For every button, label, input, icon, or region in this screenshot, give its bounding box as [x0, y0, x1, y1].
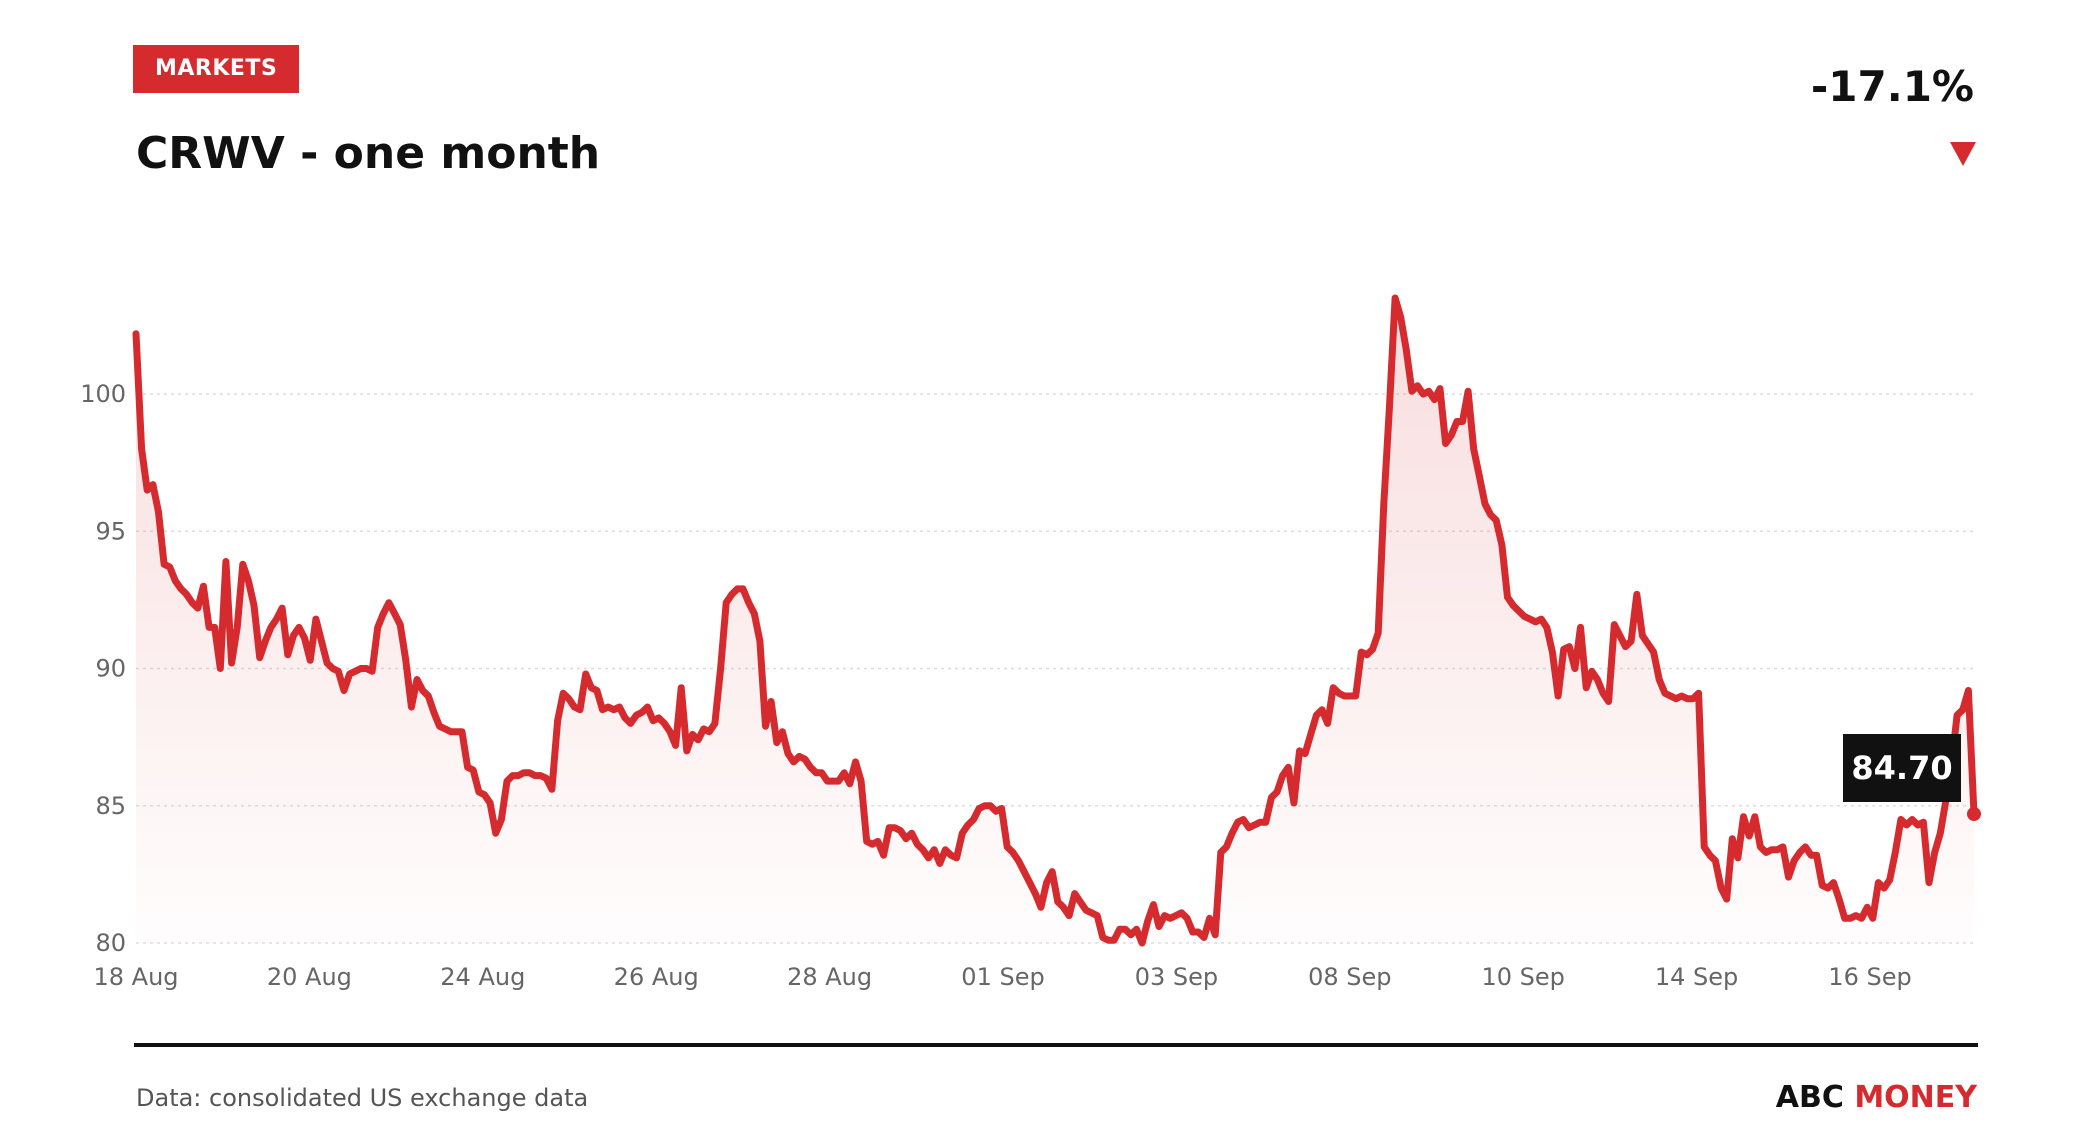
down-arrow-icon	[1950, 142, 1976, 166]
chart-title: CRWV - one month	[136, 128, 601, 179]
price-chart: 80 85 90 95 100 18 Aug 20 Aug 24 Aug 26 Aug 28 A…	[80, 294, 1981, 991]
brand-logo: ABC MONEY	[1776, 1080, 1977, 1115]
y-tick-label: 100	[80, 380, 126, 408]
brand-accent: MONEY	[1854, 1080, 1977, 1115]
x-axis: 18 Aug 20 Aug 24 Aug 26 Aug 28 Aug 01 Sep 03 S…	[93, 963, 1911, 991]
x-tick-label: 03 Sep	[1135, 963, 1218, 991]
x-tick-label: 14 Sep	[1655, 963, 1738, 991]
x-tick-label: 28 Aug	[787, 963, 872, 991]
brand-name: ABC	[1775, 1080, 1844, 1115]
last-price-label: 84.70	[1843, 734, 1961, 802]
y-tick-label: 90	[95, 655, 126, 683]
y-tick-label: 95	[95, 517, 126, 545]
percent-change: -17.1%	[1810, 62, 1974, 111]
x-tick-label: 18 Aug	[93, 963, 178, 991]
y-tick-label: 80	[95, 929, 126, 957]
x-tick-label: 01 Sep	[961, 963, 1044, 991]
x-tick-label: 26 Aug	[614, 963, 699, 991]
footer-divider	[134, 1043, 1978, 1047]
last-price-dot	[1967, 807, 1981, 821]
price-line	[132, 294, 1978, 947]
x-tick-label: 20 Aug	[267, 963, 352, 991]
price-area	[136, 298, 1974, 943]
x-tick-label: 16 Sep	[1828, 963, 1911, 991]
category-badge: MARKETS	[133, 45, 300, 93]
y-tick-label: 85	[95, 792, 126, 820]
x-tick-label: 10 Sep	[1481, 963, 1564, 991]
y-axis: 80 85 90 95 100	[80, 380, 126, 957]
data-source: Data: consolidated US exchange data	[136, 1084, 589, 1112]
last-price-value: 84.70	[1851, 749, 1952, 787]
x-tick-label: 24 Aug	[440, 963, 525, 991]
x-tick-label: 08 Sep	[1308, 963, 1391, 991]
